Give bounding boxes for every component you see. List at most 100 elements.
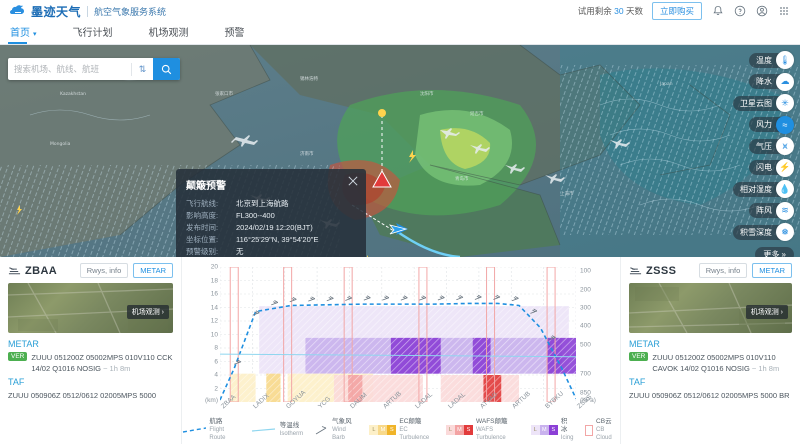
taf-text: ZUUU 050906Z 0512/0612 02005MPS 5000 BR xyxy=(629,391,790,400)
user-icon[interactable] xyxy=(755,5,768,18)
airport-observation-button[interactable]: 机场观测 › xyxy=(126,305,169,319)
brand-name: 墨迹天气 xyxy=(31,4,82,19)
pressure-icon[interactable]: ⩙ xyxy=(776,137,794,155)
y-axis-left: 2 4 6 8 10 12 14 16 18 20 (km) xyxy=(184,263,218,405)
y-tick-right: 500 xyxy=(580,341,591,349)
layer-item-gust[interactable]: 阵风 ≋ xyxy=(749,201,794,220)
airport-satellite-thumb[interactable]: 机场观测 › xyxy=(8,283,173,333)
swap-icon[interactable]: ⇅ xyxy=(138,63,147,74)
y-tick-right: 700 xyxy=(580,370,591,378)
popup-row: 发布时间: 2024/02/19 12:20(BJT) xyxy=(186,222,356,234)
popup-row-key: 坐标位置: xyxy=(186,235,219,244)
layer-item-lightning[interactable]: 闪电 ⚡ xyxy=(749,158,794,177)
layer-label: 闪电 xyxy=(749,160,782,175)
layer-item-wind[interactable]: 风力 ≈ xyxy=(749,115,794,134)
help-icon[interactable] xyxy=(733,5,746,18)
layer-item-satellite[interactable]: 卫星云图 ✳ xyxy=(733,94,794,112)
buy-now-button[interactable]: 立即购买 xyxy=(651,2,702,20)
thermometer-icon[interactable]: 🌡 xyxy=(776,51,794,69)
nav-item-airport-observation[interactable]: 机场观测 xyxy=(148,28,189,39)
search-input[interactable] xyxy=(8,64,131,74)
chart-legend: 航路 Flight Route 等温线 Isotherm 气象风 Wind Barb L M S… xyxy=(182,418,620,442)
svg-text:青岛市: 青岛市 xyxy=(455,175,469,182)
popup-row-key: 飞行航线: xyxy=(186,199,219,208)
legend-label-en: EC Turbulence xyxy=(399,427,430,441)
popup-row-key: 预警级别: xyxy=(186,247,219,256)
rain-cloud-icon[interactable]: ☁ xyxy=(776,72,794,91)
y-tick-right: 850 xyxy=(580,389,591,397)
svg-text:Kazakhstan: Kazakhstan xyxy=(60,91,86,97)
chart-plot-area[interactable] xyxy=(219,266,577,403)
nav-item-home[interactable]: 首页 ▾ xyxy=(8,24,37,44)
trial-label: 试用剩余 xyxy=(577,6,612,16)
layer-item-humidity[interactable]: 相对湿度 💧 xyxy=(733,180,794,198)
level-S: S xyxy=(463,425,473,435)
layer-label: 气压 xyxy=(749,138,782,154)
y-tick-left: 20 xyxy=(210,263,218,271)
runway-icon xyxy=(8,266,21,276)
metar-line: VER ZUUU 051200Z 05002MPS 010V110 CAVOK … xyxy=(629,352,792,374)
flight-cross-section-chart[interactable]: 2 4 6 8 10 12 14 16 18 20 (km) 100 200 300 400 500 700 8… xyxy=(182,257,620,444)
legend-label-en: Flight Route xyxy=(209,427,226,441)
layer-item-precipitation[interactable]: 降水 ☁ xyxy=(749,72,794,91)
snow-depth-icon[interactable]: ❅ xyxy=(776,223,794,241)
layer-label: 相对湿度 xyxy=(733,181,782,197)
popup-row: 飞行航线: 北京到上海航路 xyxy=(186,198,356,210)
runway-icon xyxy=(629,266,642,276)
wind-icon[interactable]: ≈ xyxy=(776,115,794,134)
nav-item-alerts[interactable]: 预警 xyxy=(224,28,245,39)
airport-satellite-thumb[interactable]: 机场观测 › xyxy=(629,283,792,333)
layer-more-button[interactable]: 更多 » xyxy=(755,246,794,257)
search-icon[interactable] xyxy=(153,58,180,80)
bottom-section: ZBAA Rwys, info METAR 机场观测 › METAR VER Z… xyxy=(0,257,800,444)
metar-section-title: METAR xyxy=(629,339,660,349)
level-M: M xyxy=(378,425,388,435)
map-search-box[interactable]: ⇅ xyxy=(8,58,180,80)
metar-body: ZUUU 051200Z 05002MPS 010V110 CAVOK 14/0… xyxy=(652,353,776,373)
popup-row: 坐标位置: 116°25'29"N, 39°54'20"E xyxy=(186,234,356,246)
y-axis-left-unit: (km) xyxy=(205,397,218,404)
legend-label-cn: 等温线 xyxy=(279,422,300,429)
y-tick-left: 18 xyxy=(210,277,218,284)
layer-item-pressure[interactable]: 气压 ⩙ xyxy=(749,137,794,155)
legend-item: L M S EC颠簸 EC Turbulence xyxy=(369,418,435,442)
y-tick-left: 4 xyxy=(214,371,218,379)
legend-item: L M S 积冰 Icing xyxy=(530,418,574,442)
layer-item-snow-depth[interactable]: 积雪深度 ❅ xyxy=(733,223,794,241)
level-S: S xyxy=(548,425,558,435)
airport-panel-zbaa: ZBAA Rwys, info METAR 机场观测 › METAR VER Z… xyxy=(0,257,182,444)
lightning-icon[interactable]: ⚡ xyxy=(776,158,794,177)
metar-line: VER ZUUU 051200Z 05002MPS 010V110 CCK 14… xyxy=(8,352,173,374)
level-M: M xyxy=(454,425,464,435)
metar-button[interactable]: METAR xyxy=(133,263,173,278)
popup-title: 颠簸预警 xyxy=(186,181,226,192)
humidity-icon[interactable]: 💧 xyxy=(776,180,794,198)
layer-item-temperature[interactable]: 温度 🌡 xyxy=(749,51,794,69)
rwys-info-button[interactable]: Rwys, info xyxy=(698,263,748,278)
apps-icon[interactable] xyxy=(777,5,790,18)
y-axis-right-unit: (hPa) xyxy=(580,397,596,404)
layer-label: 阵风 xyxy=(749,203,782,218)
metar-text: ZUUU 051200Z 05002MPS 010V110 CAVOK 14/0… xyxy=(652,352,792,374)
popup-row-value: 北京到上海航路 xyxy=(236,199,289,208)
rwys-info-button[interactable]: Rwys, info xyxy=(79,263,129,278)
turbulence-warning-popup: 颠簸预警 飞行航线: 北京到上海航路 影响高度: FL300--400 发布时间… xyxy=(176,169,366,257)
taf-text: ZUUU 050906Z 0512/0612 02005MPS 5000 xyxy=(8,391,157,400)
popup-row: 预警级别: 无 xyxy=(186,246,356,257)
airport-code: ZBAA xyxy=(25,264,58,277)
close-icon[interactable] xyxy=(348,176,358,186)
nav-item-flight-plan[interactable]: 飞行计划 xyxy=(72,28,113,39)
bell-icon[interactable] xyxy=(711,5,724,18)
airport-buttons: Rwys, info METAR xyxy=(79,263,173,278)
brand-logo[interactable]: 墨迹天气 xyxy=(10,3,81,20)
svg-text:上海市: 上海市 xyxy=(560,190,574,197)
cb-cloud-swatch xyxy=(584,424,594,436)
airport-observation-button[interactable]: 机场观测 › xyxy=(745,305,788,319)
satellite-icon[interactable]: ✳ xyxy=(776,94,794,112)
layer-label: 卫星云图 xyxy=(733,95,782,111)
map-layer-rail: 温度 🌡 降水 ☁ 卫星云图 ✳ 风力 ≈ 气压 ⩙ 闪电 ⚡ 相对湿度 💧 阵… xyxy=(733,51,794,257)
metar-button[interactable]: METAR xyxy=(752,263,792,278)
gust-icon[interactable]: ≋ xyxy=(776,201,794,220)
legend-label-en: WAFS Turbulence xyxy=(475,427,506,441)
